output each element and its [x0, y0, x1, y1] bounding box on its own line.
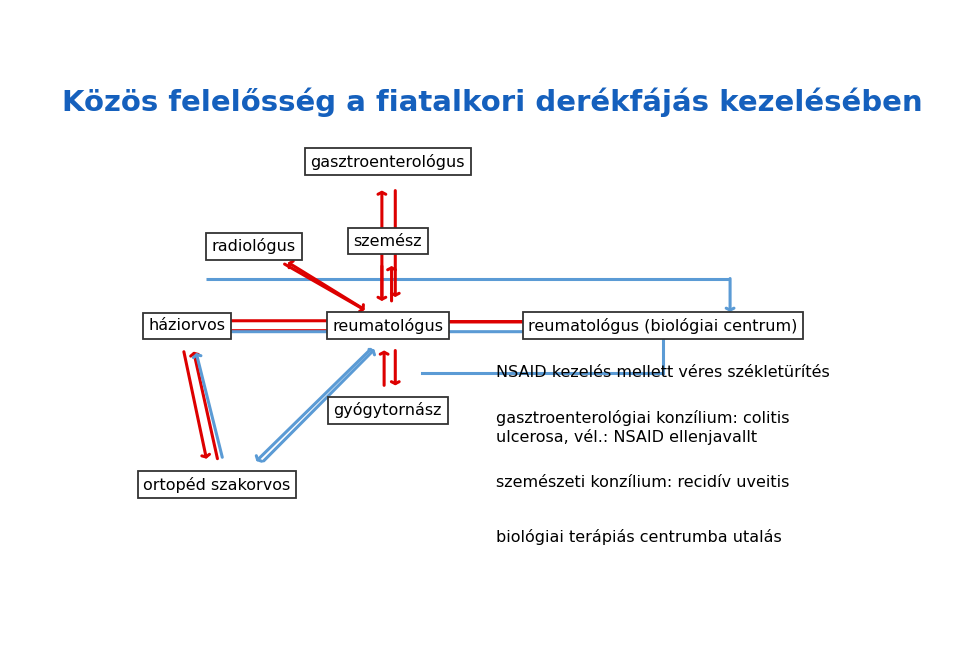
Text: gasztroenterológiai konzílium: colitis
ulcerosa, vél.: NSAID ellenjavallt: gasztroenterológiai konzílium: colitis u…	[495, 410, 789, 445]
Text: reumatológus (biológiai centrum): reumatológus (biológiai centrum)	[528, 318, 798, 333]
Text: szemész: szemész	[353, 233, 422, 249]
Text: háziorvos: háziorvos	[149, 318, 226, 333]
Text: ortopéd szakorvos: ortopéd szakorvos	[143, 477, 290, 493]
Text: biológiai terápiás centrumba utalás: biológiai terápiás centrumba utalás	[495, 529, 781, 545]
Text: radiológus: radiológus	[212, 238, 296, 254]
Text: NSAID kezelés mellett véres székletürítés: NSAID kezelés mellett véres székletüríté…	[495, 366, 829, 381]
Text: gyógytornász: gyógytornász	[333, 402, 443, 418]
Text: reumatológus: reumatológus	[332, 318, 444, 333]
Text: Közös felelősség a fiatalkori derékfájás kezelésében: Közös felelősség a fiatalkori derékfájás…	[61, 88, 923, 117]
Text: szemészeti konzílium: recidív uveitis: szemészeti konzílium: recidív uveitis	[495, 475, 789, 490]
Text: gasztroenterológus: gasztroenterológus	[311, 154, 465, 170]
